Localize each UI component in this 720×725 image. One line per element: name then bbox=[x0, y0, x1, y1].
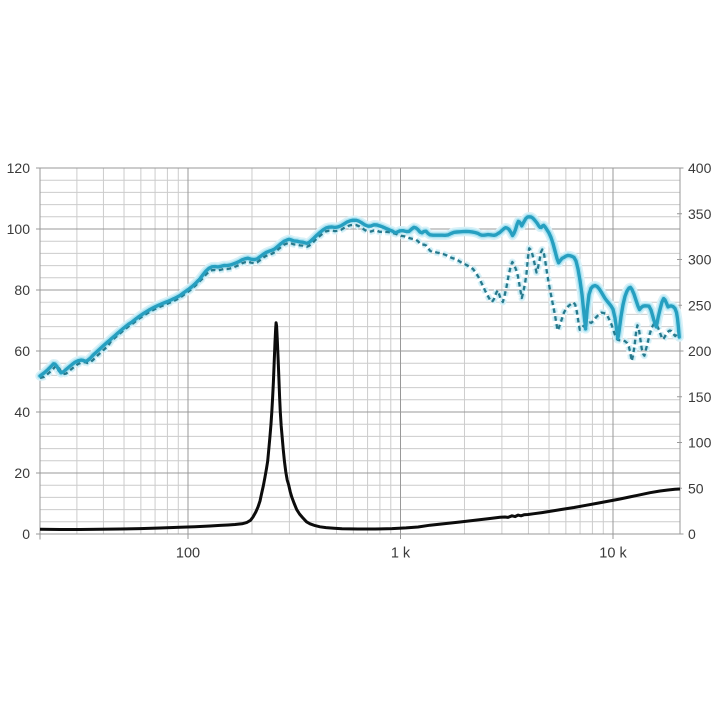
svg-text:20: 20 bbox=[14, 465, 30, 481]
svg-text:150: 150 bbox=[688, 389, 712, 405]
svg-text:40: 40 bbox=[14, 404, 30, 420]
svg-text:250: 250 bbox=[688, 297, 712, 313]
svg-text:0: 0 bbox=[22, 526, 30, 542]
svg-text:100: 100 bbox=[688, 435, 712, 451]
svg-text:60: 60 bbox=[14, 343, 30, 359]
svg-text:1 k: 1 k bbox=[391, 546, 411, 562]
svg-text:10 k: 10 k bbox=[599, 546, 627, 562]
svg-text:0: 0 bbox=[688, 526, 696, 542]
svg-text:400: 400 bbox=[688, 160, 712, 176]
svg-text:100: 100 bbox=[176, 546, 200, 562]
svg-text:80: 80 bbox=[14, 282, 30, 298]
svg-text:200: 200 bbox=[688, 343, 712, 359]
svg-text:120: 120 bbox=[7, 160, 31, 176]
svg-text:300: 300 bbox=[688, 252, 712, 268]
svg-text:100: 100 bbox=[7, 221, 31, 237]
svg-text:350: 350 bbox=[688, 206, 712, 222]
svg-text:50: 50 bbox=[688, 480, 704, 496]
